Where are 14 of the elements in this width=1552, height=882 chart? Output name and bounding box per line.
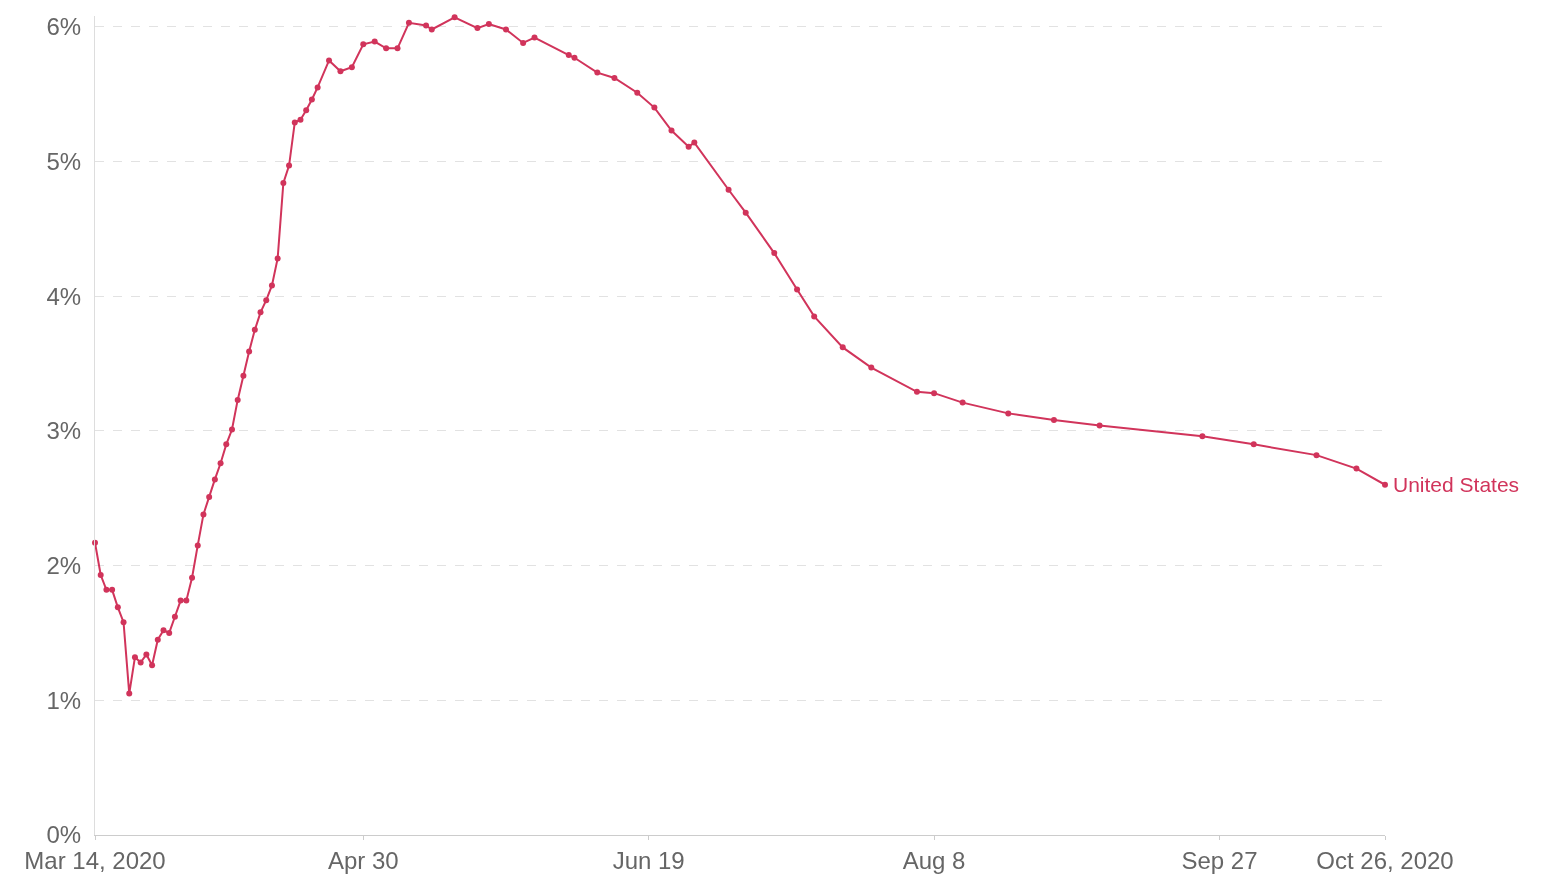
x-tick-label: Apr 30 (327, 846, 399, 874)
x-tick-label: Jun 19 (612, 846, 685, 874)
x-tick-label: Oct 26, 2020 (1316, 846, 1454, 874)
y-tick-label: 5% (46, 147, 82, 175)
y-tick-label: 2% (46, 551, 82, 579)
series-label: United States (1393, 473, 1520, 496)
y-tick-label: 0% (46, 821, 82, 849)
x-tick-label: Sep 27 (1181, 846, 1258, 874)
x-tick-label: Aug 8 (902, 846, 966, 874)
x-tick-label: Mar 14, 2020 (24, 846, 166, 874)
y-tick-label: 1% (46, 686, 82, 714)
y-tick-label: 4% (46, 282, 82, 310)
y-tick-label: 3% (46, 417, 82, 445)
y-tick-label: 6% (46, 13, 82, 41)
